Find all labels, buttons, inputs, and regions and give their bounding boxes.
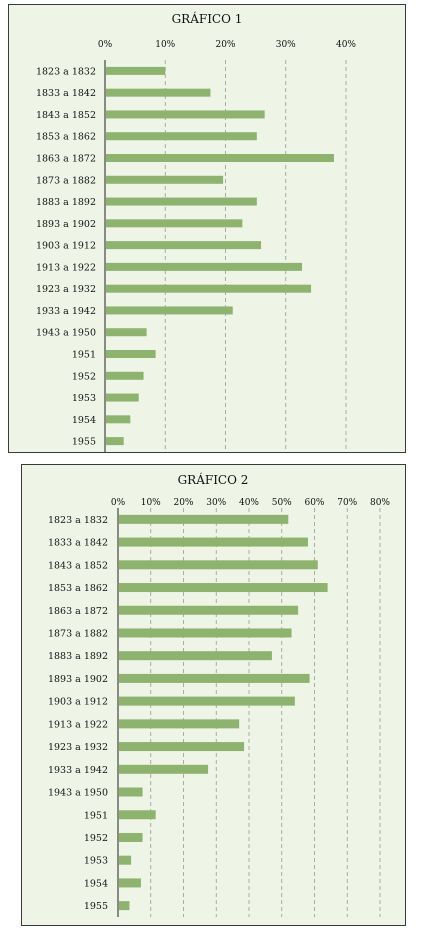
bar xyxy=(119,832,143,842)
bar xyxy=(119,651,272,661)
category-label: 1955 xyxy=(84,901,108,912)
category-label: 1903 a 1912 xyxy=(48,697,108,708)
category-label: 1933 a 1942 xyxy=(48,765,108,776)
bar xyxy=(106,66,166,75)
bar xyxy=(106,350,156,358)
category-label: 1873 a 1882 xyxy=(48,628,108,639)
x-tick-label: 0% xyxy=(98,40,113,50)
category-label: 1823 a 1832 xyxy=(36,66,96,77)
x-tick-label: 30% xyxy=(206,498,226,508)
bar xyxy=(106,415,131,424)
category-label: 1863 a 1872 xyxy=(48,606,108,617)
bar-chart-1: GRÁFICO 1 0% 10% 20% 30% 40% 1823 a 1832 1833 a… xyxy=(36,11,356,452)
category-label: 1943 a 1950 xyxy=(48,788,108,799)
bar xyxy=(119,719,240,729)
category-label: 1903 a 1912 xyxy=(36,241,96,252)
category-label: 1951 xyxy=(84,810,108,821)
bar xyxy=(119,901,130,911)
category-label: 1843 a 1852 xyxy=(48,560,108,571)
category-label: 1954 xyxy=(72,415,96,426)
bar xyxy=(119,583,328,593)
bar xyxy=(106,437,124,446)
bar xyxy=(106,175,224,184)
category-label: 1893 a 1902 xyxy=(36,219,96,230)
bar xyxy=(106,262,303,271)
bar xyxy=(106,88,211,97)
category-label: 1863 a 1872 xyxy=(36,154,96,165)
chart-title: GRÁFICO 2 xyxy=(178,472,249,487)
category-label: 1913 a 1922 xyxy=(48,719,108,730)
bar xyxy=(106,241,262,250)
x-tick-label: 80% xyxy=(370,498,390,508)
category-label: 1943 a 1950 xyxy=(36,328,96,339)
bar xyxy=(106,284,312,293)
category-label: 1883 a 1892 xyxy=(48,651,108,662)
bar xyxy=(119,696,295,706)
bar xyxy=(106,219,243,228)
bar xyxy=(119,787,143,797)
chart-panel-2: GRÁFICO 2 0% 10% 20% 30% 40% 50% 60% 70% 80% 1823 … xyxy=(21,464,406,926)
bar xyxy=(106,154,334,162)
bar xyxy=(119,673,310,683)
chart-panel-1: GRÁFICO 1 0% 10% 20% 30% 40% 1823 a 1832 1833 a… xyxy=(8,4,406,453)
bar xyxy=(119,810,156,820)
chart-title: GRÁFICO 1 xyxy=(172,11,243,26)
category-label: 1913 a 1922 xyxy=(36,262,96,273)
category-label: 1951 xyxy=(72,350,96,361)
bar-chart-2: GRÁFICO 2 0% 10% 20% 30% 40% 50% 60% 70% 80% 1823 … xyxy=(48,472,390,917)
bar xyxy=(119,764,209,774)
category-label: 1952 xyxy=(84,833,108,844)
category-label: 1923 a 1932 xyxy=(48,742,108,753)
bar xyxy=(119,560,318,570)
category-label: 1883 a 1892 xyxy=(36,197,96,208)
category-label: 1853 a 1862 xyxy=(48,583,108,594)
bar xyxy=(106,371,144,380)
x-tick-label: 60% xyxy=(304,498,324,508)
category-label: 1843 a 1852 xyxy=(36,110,96,121)
bar xyxy=(119,628,292,638)
category-label: 1823 a 1832 xyxy=(48,515,108,526)
x-tick-label: 0% xyxy=(111,498,126,508)
x-tick-label: 70% xyxy=(337,498,357,508)
bar xyxy=(119,605,299,615)
category-label: 1833 a 1842 xyxy=(36,88,96,99)
bar xyxy=(106,110,265,119)
x-tick-label: 10% xyxy=(141,498,161,508)
x-tick-label: 50% xyxy=(272,498,292,508)
bar xyxy=(106,132,257,141)
category-label: 1954 xyxy=(84,878,108,889)
bar xyxy=(119,742,245,752)
category-label: 1952 xyxy=(72,371,96,382)
category-label: 1955 xyxy=(72,437,96,448)
bar xyxy=(119,537,308,547)
bar xyxy=(106,306,233,315)
category-label: 1833 a 1842 xyxy=(48,538,108,549)
x-tick-label: 20% xyxy=(215,40,235,50)
x-tick-label: 10% xyxy=(155,40,175,50)
x-tick-label: 40% xyxy=(336,40,356,50)
category-label: 1923 a 1932 xyxy=(36,284,96,295)
category-label: 1893 a 1902 xyxy=(48,674,108,685)
bar xyxy=(106,197,257,206)
category-label: 1853 a 1862 xyxy=(36,132,96,143)
category-label: 1953 xyxy=(72,393,96,404)
category-label: 1933 a 1942 xyxy=(36,306,96,317)
bar xyxy=(119,855,132,865)
bar xyxy=(119,878,141,888)
category-label: 1953 xyxy=(84,856,108,867)
bar xyxy=(106,328,147,337)
x-tick-label: 40% xyxy=(239,498,259,508)
category-label: 1873 a 1882 xyxy=(36,175,96,186)
x-tick-label: 20% xyxy=(173,498,193,508)
bar xyxy=(119,514,289,524)
bar xyxy=(106,393,139,402)
x-tick-label: 30% xyxy=(276,40,296,50)
